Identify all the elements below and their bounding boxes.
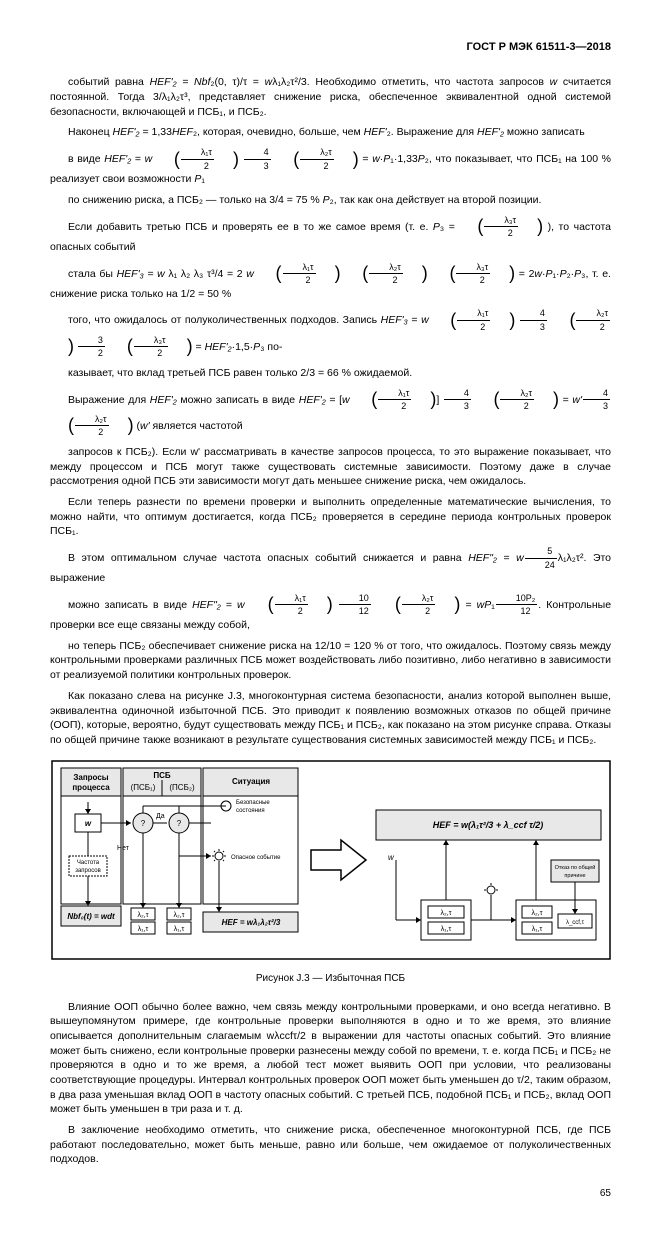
svg-text:Отказ по общей: Отказ по общей [554, 864, 595, 871]
text: Если теперь разнести по времени проверки… [50, 496, 611, 537]
svg-text:w: w [388, 853, 395, 862]
text: казывает, что вклад третьей ПСБ равен то… [68, 367, 412, 379]
svg-text:Ситуация: Ситуация [231, 777, 269, 786]
paragraph: в виде HEF'₂ = w (λ₁τ2) 43 (λ₂τ2) = w·P₁… [50, 146, 611, 187]
svg-text:HEF = wλ₁λ₂τ²/3: HEF = wλ₁λ₂τ²/3 [221, 918, 280, 927]
text: = 1,33 [140, 126, 172, 138]
svg-text:(ПСБ₂): (ПСБ₂) [169, 783, 195, 792]
text: событий равна [68, 76, 150, 88]
svg-text:ПСБ: ПСБ [153, 771, 171, 780]
text: Выражение для [68, 393, 150, 405]
svg-text:Нет: Нет [117, 845, 130, 852]
text: можно записать [504, 126, 585, 138]
svg-text:?: ? [140, 819, 145, 828]
text: стала бы [68, 267, 117, 279]
paragraph: стала бы HEF'₃ = w λ₁ λ₂ λ₃ τ³/4 = 2 w (… [50, 261, 611, 302]
doc-header: ГОСТ Р МЭК 61511-3—2018 [50, 40, 611, 55]
svg-text:λ₁,τ: λ₁,τ [137, 926, 148, 933]
text: по- [267, 341, 282, 353]
svg-text:(ПСБ₁): (ПСБ₁) [130, 783, 155, 792]
text: Наконец [68, 126, 113, 138]
paragraph: но теперь ПСБ₂ обеспечивает снижение рис… [50, 639, 611, 683]
text: Необходимо отметить, что частота запросо… [315, 76, 549, 88]
page-number: 65 [50, 1187, 611, 1201]
svg-text:λ₁,τ: λ₁,τ [173, 926, 184, 933]
text: , которая, очевидно, больше, чем [197, 126, 364, 138]
svg-text:Частота: Частота [76, 860, 99, 866]
paragraph: запросов к ПСБ₂). Если w' рассматривать … [50, 445, 611, 489]
text: является частотой [153, 420, 243, 432]
svg-text:λ₂,τ: λ₂,τ [137, 912, 148, 919]
paragraph: по снижению риска, а ПСБ₂ — только на 3/… [50, 193, 611, 208]
paragraph: В этом оптимальном случае частота опасны… [50, 545, 611, 586]
paragraph: Если добавить третью ПСБ и проверять ее … [50, 214, 611, 255]
paragraph: того, что ожидалось от полуколичественны… [50, 307, 611, 359]
svg-text:состояния: состояния [236, 808, 265, 814]
svg-text:λ₁,τ: λ₁,τ [531, 926, 542, 933]
svg-text:Безопасные: Безопасные [236, 800, 270, 806]
text: того, что ожидалось от полуколичественны… [68, 314, 381, 326]
svg-text:Да: Да [156, 813, 165, 820]
paragraph: событий равна HEF'₂ = Nbf₂(0, τ)/τ = wλ₁… [50, 75, 611, 119]
svg-text:Опасное событие: Опасное событие [231, 855, 281, 861]
text: В этом оптимальном случае частота опасны… [68, 552, 468, 564]
text: . Выражение для [391, 126, 477, 138]
text: Если добавить третью ПСБ и проверять ее … [68, 221, 433, 233]
text: можно записать в виде [68, 599, 192, 611]
svg-text:процесса: процесса [72, 783, 110, 792]
svg-text:λ₂,τ: λ₂,τ [531, 910, 542, 917]
figure-j3: Запросы процесса ПСБ (ПСБ₁) (ПСБ₂) Ситуа… [50, 760, 611, 960]
text: в виде [68, 153, 104, 165]
paragraph: Наконец HEF'₂ = 1,33HEF₂, которая, очеви… [50, 125, 611, 140]
text: , так как она действует на второй позици… [334, 194, 542, 206]
paragraph: Влияние ООП обычно более важно, чем связ… [50, 1000, 611, 1118]
svg-text:Запросы: Запросы [73, 773, 108, 782]
svg-text:HEF = w(λ₁τ²/3 + λ_ccf τ/2): HEF = w(λ₁τ²/3 + λ_ccf τ/2) [432, 820, 543, 830]
text: Влияние ООП обычно более важно, чем связ… [50, 1001, 611, 1116]
paragraph: Если теперь разнести по времени проверки… [50, 495, 611, 539]
paragraph: В заключение необходимо отметить, что сн… [50, 1123, 611, 1167]
paragraph: Как показано слева на рисунке J.3, много… [50, 689, 611, 748]
figure-caption: Рисунок J.3 — Избыточная ПСБ [50, 972, 611, 986]
svg-text:λ₂,τ: λ₂,τ [440, 910, 451, 917]
svg-text:запросов: запросов [75, 868, 101, 874]
text: но теперь ПСБ₂ обеспечивает снижение рис… [50, 640, 611, 681]
paragraph: можно записать в виде HEF"₂ = w (λ₁τ2) 1… [50, 592, 611, 633]
paragraph: казывает, что вклад третьей ПСБ равен то… [50, 366, 611, 381]
text: по снижению риска, а ПСБ₂ — только на 3/… [68, 194, 323, 206]
text: можно записать в виде [180, 393, 298, 405]
svg-text:Nbf₀(t) = wdt: Nbf₀(t) = wdt [67, 912, 115, 921]
svg-text:λ₂,τ: λ₂,τ [173, 912, 184, 919]
svg-text:λ_ccf,τ: λ_ccf,τ [565, 920, 584, 926]
text: Как показано слева на рисунке J.3, много… [50, 690, 611, 746]
paragraph: Выражение для HEF'₂ можно записать в вид… [50, 387, 611, 439]
text: запросов к ПСБ₂). Если w' рассматривать … [50, 446, 611, 487]
svg-text:причине: причине [564, 873, 585, 879]
svg-text:w: w [84, 819, 91, 828]
text: В заключение необходимо отметить, что сн… [50, 1124, 611, 1165]
svg-text:λ₁,τ: λ₁,τ [440, 926, 451, 933]
